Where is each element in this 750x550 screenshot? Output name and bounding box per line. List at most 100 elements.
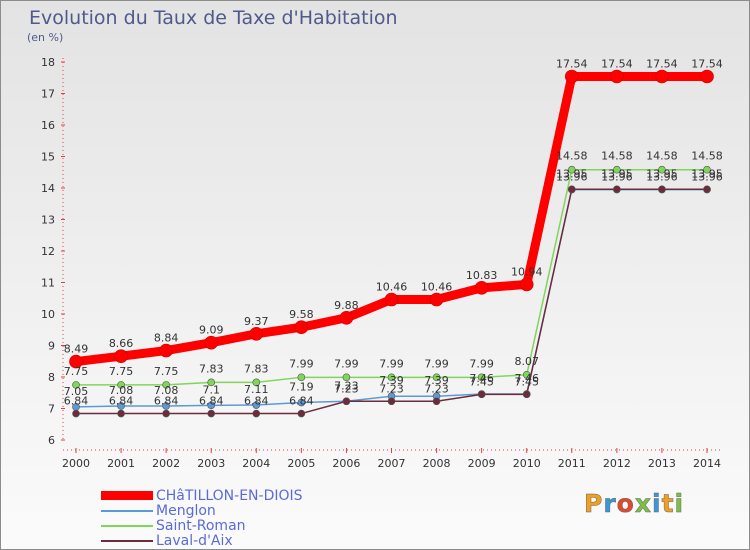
point-saint-roman xyxy=(477,373,486,382)
y-tick-label: 6 xyxy=(48,434,55,447)
point-menglon xyxy=(252,401,261,409)
point-laval-d-aix xyxy=(207,409,216,418)
data-label-menglon: 7.1 xyxy=(202,383,220,396)
data-label-saint-roman: 7.75 xyxy=(109,365,134,378)
y-tick-label: 9 xyxy=(48,340,55,353)
legend-label-chatillon: CHâTILLON-EN-DIOIS xyxy=(156,487,303,504)
legend-swatch-laval-d-aix xyxy=(101,539,153,542)
data-label-saint-roman: 7.99 xyxy=(334,357,359,370)
data-label-menglon: 7.08 xyxy=(109,384,134,397)
x-tick-label: 2000 xyxy=(62,457,90,470)
data-label-chatillon: 8.84 xyxy=(154,332,179,345)
x-tick-label: 2007 xyxy=(378,457,406,470)
data-label-laval-d-aix: 6.84 xyxy=(199,395,224,408)
x-tick-label: 2005 xyxy=(287,457,315,470)
data-label-saint-roman: 7.99 xyxy=(379,357,404,370)
point-laval-d-aix xyxy=(162,409,170,418)
data-label-menglon: 7.39 xyxy=(424,374,449,387)
data-label-saint-roman: 7.83 xyxy=(244,362,269,375)
point-laval-d-aix xyxy=(117,409,125,418)
legend-swatch-menglon xyxy=(101,509,153,512)
point-menglon xyxy=(207,401,216,410)
y-tick-label: 11 xyxy=(41,277,55,290)
legend-item-menglon: Menglon xyxy=(101,502,216,519)
data-label-laval-d-aix: 7.45 xyxy=(514,375,539,388)
point-menglon xyxy=(162,402,170,410)
data-label-saint-roman: 14.58 xyxy=(556,150,588,163)
point-laval-d-aix xyxy=(432,397,441,406)
point-chatillon xyxy=(655,69,669,84)
x-tick-label: 2002 xyxy=(152,457,180,470)
data-label-saint-roman: 7.75 xyxy=(64,365,89,378)
y-tick-label: 16 xyxy=(41,119,55,132)
point-saint-roman xyxy=(252,378,261,387)
data-label-chatillon: 8.49 xyxy=(64,343,89,356)
y-tick-label: 12 xyxy=(41,245,55,258)
point-laval-d-aix xyxy=(342,397,351,406)
data-label-menglon: 7.46 xyxy=(514,372,539,385)
y-tick-label: 17 xyxy=(41,88,55,101)
legend-item-chatillon: CHâTILLON-EN-DIOIS xyxy=(101,487,303,504)
point-chatillon xyxy=(384,292,399,307)
x-tick-label: 2001 xyxy=(107,457,135,470)
series-line-chatillon xyxy=(71,71,712,367)
axes: 6 7 8 9 10 11 12 13 14 15 16 17 18 2000 2001 2002 2003 20… xyxy=(41,56,721,470)
data-label-laval-d-aix: 13.96 xyxy=(556,170,588,183)
data-label-chatillon: 9.09 xyxy=(199,324,224,337)
data-label-laval-d-aix: 6.84 xyxy=(289,395,314,408)
data-label-laval-d-aix: 6.84 xyxy=(244,395,269,408)
data-label-chatillon: 10.46 xyxy=(376,281,408,294)
legend-item-laval-d-aix: Laval-d'Aix xyxy=(101,532,233,549)
point-menglon xyxy=(117,402,125,410)
data-label-chatillon: 10.83 xyxy=(466,269,498,282)
point-laval-d-aix xyxy=(658,185,666,194)
data-label-menglon: 7.46 xyxy=(469,372,494,385)
point-laval-d-aix xyxy=(297,409,306,418)
data-label-menglon: 7.19 xyxy=(289,381,314,394)
data-label-chatillon: 10.46 xyxy=(421,281,453,294)
point-saint-roman xyxy=(342,373,351,382)
x-tick-label: 2010 xyxy=(513,457,541,470)
data-label-saint-roman: 14.58 xyxy=(601,150,633,163)
point-saint-roman xyxy=(658,165,666,174)
point-laval-d-aix xyxy=(522,390,531,399)
point-chatillon xyxy=(519,277,534,292)
legend-swatch-chatillon xyxy=(101,491,153,500)
point-laval-d-aix xyxy=(387,397,396,406)
point-chatillon xyxy=(114,349,128,364)
data-label-chatillon: 17.54 xyxy=(691,57,723,70)
point-saint-roman xyxy=(567,165,576,174)
x-tick-label: 2013 xyxy=(648,457,676,470)
proxiti-logo: Proxiti xyxy=(584,489,685,519)
data-label-chatillon: 17.54 xyxy=(556,57,588,70)
data-label-saint-roman: 8.07 xyxy=(514,355,539,368)
legend-label-menglon: Menglon xyxy=(156,502,216,519)
x-tick-label: 2009 xyxy=(468,457,496,470)
data-label-chatillon: 10.94 xyxy=(511,265,543,278)
point-laval-d-aix xyxy=(703,185,711,194)
point-chatillon xyxy=(159,343,173,358)
y-tick-label: 14 xyxy=(41,182,55,195)
data-label-laval-d-aix: 6.84 xyxy=(109,395,134,408)
point-chatillon xyxy=(294,320,309,335)
data-label-menglon: 13.95 xyxy=(646,168,678,181)
y-tick-label: 13 xyxy=(41,214,55,227)
data-label-saint-roman: 7.75 xyxy=(154,365,179,378)
point-laval-d-aix xyxy=(252,409,261,418)
point-menglon xyxy=(297,398,306,407)
data-label-menglon: 13.95 xyxy=(556,168,588,181)
data-label-menglon: 7.08 xyxy=(154,384,179,397)
point-saint-roman xyxy=(387,373,396,382)
data-label-chatillon: 9.58 xyxy=(289,308,314,321)
point-saint-roman xyxy=(207,378,216,387)
x-tick-label: 2006 xyxy=(332,457,360,470)
legend-label-laval-d-aix: Laval-d'Aix xyxy=(156,532,233,549)
data-label-menglon: 13.95 xyxy=(691,168,723,181)
legend-item-saint-roman: Saint-Roman xyxy=(101,518,246,534)
x-tick-label: 2011 xyxy=(558,457,586,470)
legend-swatch-saint-roman xyxy=(101,524,153,527)
point-laval-d-aix xyxy=(477,390,486,399)
data-label-laval-d-aix: 7.23 xyxy=(424,382,449,395)
data-label-saint-roman: 7.83 xyxy=(199,362,224,375)
